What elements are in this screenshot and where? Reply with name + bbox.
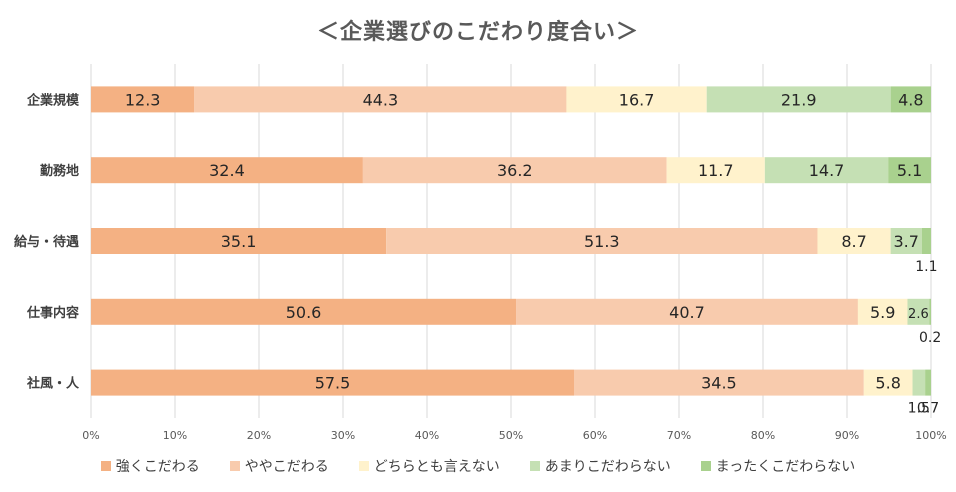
legend-label: 強くこだわる — [115, 459, 200, 475]
bar-segment — [857, 298, 908, 325]
bar-segment — [764, 157, 889, 184]
bar-segment — [929, 298, 931, 325]
data-label: 44.3 — [363, 90, 399, 109]
data-label: 3.7 — [893, 232, 918, 251]
x-tick-label: 0% — [82, 429, 99, 442]
legend-item: 強くこだわる — [100, 456, 200, 476]
y-category-label: 仕事内容 — [26, 305, 79, 321]
data-label: 0.2 — [919, 330, 941, 346]
bar-segment — [890, 228, 922, 254]
data-label: 11.7 — [698, 161, 734, 180]
bar-segment — [925, 369, 931, 396]
bar-segment — [91, 369, 574, 396]
legend-label: あまりこだわらない — [544, 459, 671, 475]
chart-legend: 強くこだわる ややこだわる どちらとも言えない あまりこだわらない まったくこだわらない — [0, 456, 956, 476]
data-label: 5.9 — [870, 303, 895, 322]
x-tick-label: 80% — [751, 429, 775, 442]
data-label: 57.5 — [315, 374, 351, 393]
legend-item: まったくこだわらない — [700, 456, 856, 476]
data-label: 4.8 — [898, 90, 923, 109]
bar-segment — [817, 228, 891, 254]
chart-title: ＜企業選びのこだわり度合い＞ — [316, 20, 639, 45]
data-label: 34.5 — [701, 374, 737, 393]
y-category-label: 社風・人 — [26, 376, 80, 392]
x-tick-label: 60% — [583, 429, 607, 442]
data-label: 36.2 — [497, 161, 533, 180]
data-label: 5.1 — [897, 161, 922, 180]
bar-segment — [863, 369, 913, 396]
bar-segment — [516, 298, 858, 325]
bar-segment — [566, 86, 707, 113]
legend-swatch — [358, 461, 369, 471]
x-tick-label: 40% — [415, 429, 439, 442]
x-tick-label: 70% — [667, 429, 691, 442]
bar-segment — [912, 369, 926, 396]
x-tick-label: 10% — [163, 429, 187, 442]
bar-segment — [888, 157, 931, 184]
legend-item: あまりこだわらない — [529, 456, 671, 476]
y-category-label: 企業規模 — [26, 92, 80, 108]
legend-swatch — [229, 461, 240, 471]
y-category-label: 勤務地 — [40, 163, 79, 179]
data-label: 2.6 — [908, 307, 929, 322]
x-tick-label: 50% — [499, 429, 523, 442]
bar-segment — [362, 157, 667, 184]
bar-segment — [706, 86, 891, 113]
y-category-label: 給与・待遇 — [14, 234, 79, 250]
legend-swatch — [700, 461, 711, 471]
legend-label: ややこだわる — [244, 459, 329, 475]
x-tick-label: 30% — [331, 429, 355, 442]
data-label: 5.8 — [875, 374, 900, 393]
data-label: 21.9 — [781, 90, 817, 109]
bar-segment — [890, 86, 931, 113]
data-label: 50.6 — [286, 303, 322, 322]
data-label: 12.3 — [125, 90, 161, 109]
bar-segment — [666, 157, 765, 184]
legend-swatch — [529, 461, 540, 471]
legend-swatch — [100, 461, 111, 471]
bar-segment — [91, 86, 195, 113]
bar-segment — [194, 86, 567, 113]
bar-segment — [921, 228, 931, 254]
legend-label: どちらとも言えない — [373, 459, 500, 475]
legend-label: まったくこだわらない — [715, 459, 856, 475]
data-label: 0.7 — [917, 401, 939, 417]
data-label: 8.7 — [841, 232, 866, 251]
bar-segment — [574, 369, 864, 396]
data-label: 1.1 — [915, 259, 937, 275]
bar-segment — [91, 228, 387, 254]
data-label: 35.1 — [221, 232, 257, 251]
data-label: 40.7 — [669, 303, 705, 322]
data-label: 1.5 — [908, 401, 930, 417]
data-label: 14.7 — [809, 161, 845, 180]
bar-segment — [91, 298, 517, 325]
x-tick-label: 100% — [915, 429, 946, 442]
x-tick-label: 90% — [835, 429, 859, 442]
bar-segment — [91, 157, 363, 184]
bar-segment — [907, 298, 930, 325]
x-tick-label: 20% — [247, 429, 271, 442]
data-label: 51.3 — [584, 232, 620, 251]
legend-item: どちらとも言えない — [358, 456, 500, 476]
data-label: 16.7 — [619, 90, 655, 109]
bar-segment — [386, 228, 818, 254]
legend-item: ややこだわる — [229, 456, 329, 476]
data-label: 32.4 — [209, 161, 245, 180]
